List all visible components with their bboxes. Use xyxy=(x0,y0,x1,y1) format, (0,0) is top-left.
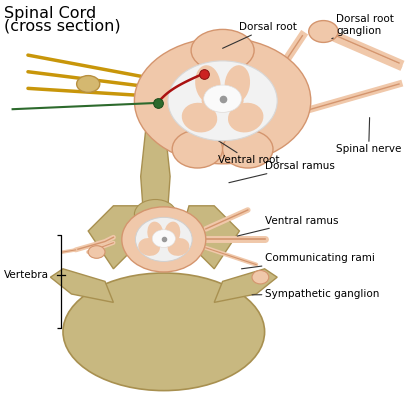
Ellipse shape xyxy=(202,89,244,112)
Ellipse shape xyxy=(134,38,311,164)
Ellipse shape xyxy=(204,85,241,112)
Ellipse shape xyxy=(134,200,176,229)
Ellipse shape xyxy=(126,210,202,265)
Ellipse shape xyxy=(223,130,273,168)
Ellipse shape xyxy=(228,103,263,132)
Text: Ventral ramus: Ventral ramus xyxy=(237,215,338,236)
Ellipse shape xyxy=(195,65,220,103)
Ellipse shape xyxy=(88,246,105,258)
Text: Spinal Cord: Spinal Cord xyxy=(4,6,97,21)
Ellipse shape xyxy=(136,218,192,261)
Ellipse shape xyxy=(225,65,250,103)
Ellipse shape xyxy=(309,21,338,42)
Polygon shape xyxy=(181,206,239,269)
Ellipse shape xyxy=(252,270,269,284)
Polygon shape xyxy=(141,92,170,235)
Ellipse shape xyxy=(77,76,100,92)
Text: Communicating rami: Communicating rami xyxy=(241,253,375,269)
Ellipse shape xyxy=(138,238,160,256)
Ellipse shape xyxy=(182,103,217,132)
Polygon shape xyxy=(50,269,113,302)
Text: Dorsal root
ganglion: Dorsal root ganglion xyxy=(332,14,394,39)
Text: Sympathetic ganglion: Sympathetic ganglion xyxy=(252,289,379,299)
Ellipse shape xyxy=(164,222,180,244)
Polygon shape xyxy=(214,269,277,302)
Text: Spinal nerve: Spinal nerve xyxy=(336,118,402,154)
Text: (cross section): (cross section) xyxy=(4,19,121,34)
Text: Vertebra: Vertebra xyxy=(4,270,49,280)
Polygon shape xyxy=(88,206,147,269)
Text: Dorsal root: Dorsal root xyxy=(223,22,297,48)
Ellipse shape xyxy=(63,273,265,391)
Ellipse shape xyxy=(150,231,178,247)
Ellipse shape xyxy=(168,238,189,256)
Text: Ventral root: Ventral root xyxy=(218,141,280,165)
Ellipse shape xyxy=(147,222,163,244)
Text: Dorsal ramus: Dorsal ramus xyxy=(229,161,334,183)
Ellipse shape xyxy=(172,130,223,168)
Ellipse shape xyxy=(168,61,277,141)
Ellipse shape xyxy=(122,207,206,272)
Ellipse shape xyxy=(191,29,254,71)
Ellipse shape xyxy=(152,230,176,247)
